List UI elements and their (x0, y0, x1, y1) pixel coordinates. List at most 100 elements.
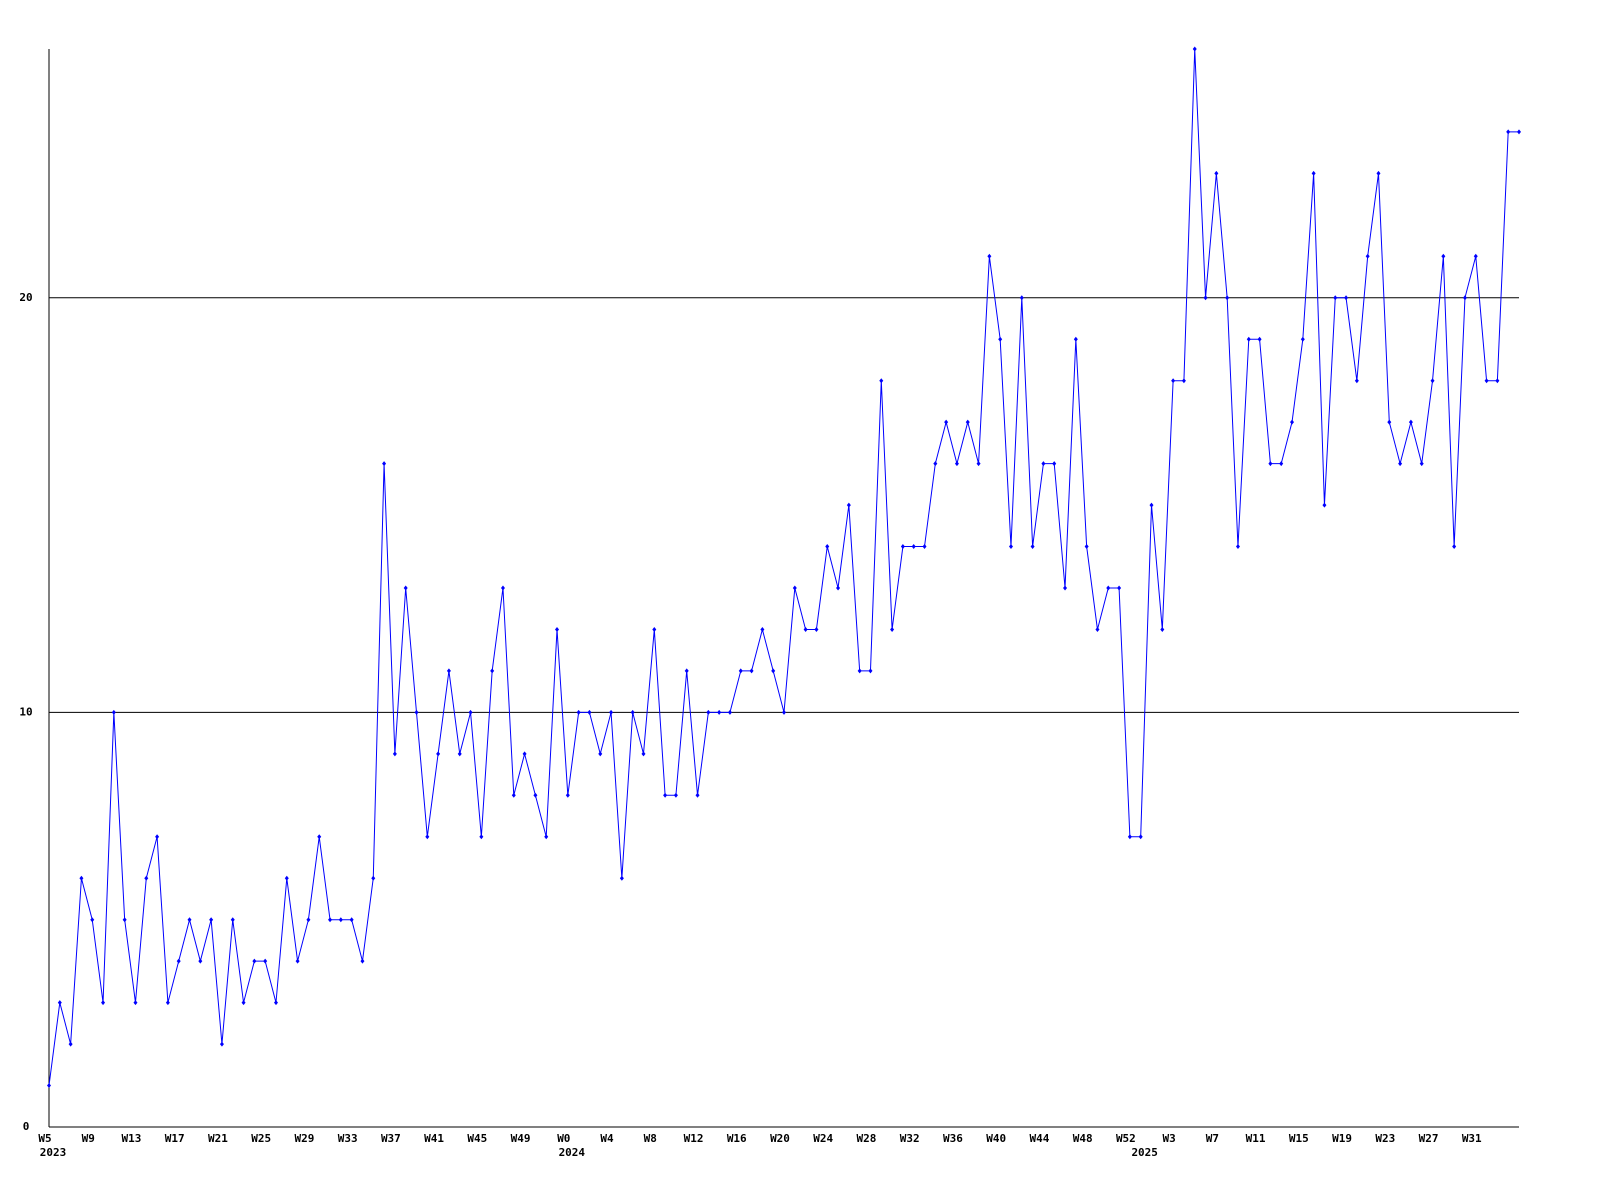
data-point (1257, 336, 1262, 342)
data-point (836, 585, 841, 591)
x-tick-label: W12 (684, 1132, 704, 1145)
data-point (684, 668, 689, 674)
data-point (587, 709, 592, 715)
data-point (1484, 378, 1489, 384)
data-point (436, 751, 441, 757)
data-point (284, 875, 289, 881)
data-point (857, 668, 862, 674)
x-tick-label: W31 (1462, 1132, 1482, 1145)
data-point (1246, 336, 1251, 342)
data-point (1279, 461, 1284, 467)
data-point (533, 792, 538, 798)
data-point (1506, 129, 1511, 135)
x-tick-label: W3 (1162, 1132, 1175, 1145)
data-point (457, 751, 462, 757)
data-point (1149, 502, 1154, 508)
data-point (1095, 626, 1100, 632)
data-point (771, 668, 776, 674)
data-point (1387, 419, 1392, 425)
data-point (403, 585, 408, 591)
x-tick-label: W7 (1206, 1132, 1219, 1145)
x-tick-label: W8 (644, 1132, 657, 1145)
data-point (1073, 336, 1078, 342)
data-point (1127, 834, 1132, 840)
x-tick-label: W25 (251, 1132, 271, 1145)
x-tick-label: W24 (813, 1132, 833, 1145)
data-point (641, 751, 646, 757)
data-point (576, 709, 581, 715)
x-tick-label: W23 (1375, 1132, 1395, 1145)
x-tick-label: W16 (727, 1132, 747, 1145)
data-point (1106, 585, 1111, 591)
data-point (198, 958, 203, 964)
data-point (1181, 378, 1186, 384)
x-tick-label: W29 (294, 1132, 314, 1145)
data-point (998, 336, 1003, 342)
data-point (1290, 419, 1295, 425)
data-line (48, 48, 1519, 1086)
data-point (371, 875, 376, 881)
x-tick-label: W20 (770, 1132, 790, 1145)
data-point (1441, 253, 1446, 259)
data-point (263, 958, 268, 964)
data-point (57, 1000, 62, 1006)
data-point (987, 253, 992, 259)
data-point (598, 751, 603, 757)
x-tick-label: W28 (857, 1132, 877, 1145)
y-tick-label: 20 (19, 291, 32, 304)
x-tick-label: W37 (381, 1132, 401, 1145)
data-point (219, 1041, 224, 1047)
x-tick-label: W45 (467, 1132, 487, 1145)
data-point (619, 875, 624, 881)
data-point (490, 668, 495, 674)
x-tick-label: W36 (943, 1132, 963, 1145)
x-tick-label: W48 (1073, 1132, 1093, 1145)
data-point (738, 668, 743, 674)
data-point (79, 875, 84, 881)
x-tick-label: W4 (600, 1132, 614, 1145)
x-tick-label: W17 (165, 1132, 185, 1145)
data-point (273, 1000, 278, 1006)
data-point (1041, 461, 1046, 467)
data-point (47, 1083, 51, 1089)
data-point (511, 792, 516, 798)
data-point (814, 626, 819, 632)
data-point (1344, 295, 1349, 301)
data-point (111, 709, 116, 715)
data-point (944, 419, 949, 425)
data-point (101, 1000, 106, 1006)
data-point (241, 1000, 246, 1006)
data-point (1117, 585, 1122, 591)
data-point (500, 585, 505, 591)
data-point (360, 958, 365, 964)
data-point (1030, 544, 1035, 550)
data-point (1408, 419, 1413, 425)
data-point (230, 917, 235, 923)
x-tick-label: W13 (122, 1132, 142, 1145)
data-point (922, 544, 927, 550)
data-point (933, 461, 938, 467)
data-point (803, 626, 808, 632)
data-point (760, 626, 765, 632)
data-point (1063, 585, 1068, 591)
x-tick-label: W11 (1246, 1132, 1266, 1145)
x-tick-label: W32 (900, 1132, 920, 1145)
data-point (1138, 834, 1143, 840)
data-point (673, 792, 678, 798)
data-point (392, 751, 397, 757)
data-point (1008, 544, 1013, 550)
data-point (1365, 253, 1370, 259)
data-point (1160, 626, 1165, 632)
data-point (90, 917, 95, 923)
data-point (555, 626, 560, 632)
data-point (1398, 461, 1403, 467)
data-point (479, 834, 484, 840)
data-point (565, 792, 570, 798)
data-point (1084, 544, 1089, 550)
data-point (868, 668, 873, 674)
data-point (782, 709, 786, 715)
data-point (630, 709, 635, 715)
data-point (414, 709, 419, 715)
data-point (187, 917, 192, 923)
